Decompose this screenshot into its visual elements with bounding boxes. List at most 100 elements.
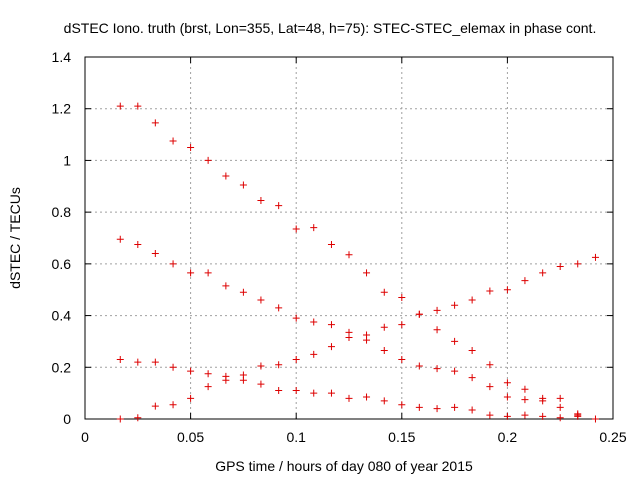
data-point-marker bbox=[292, 356, 300, 364]
data-point-marker bbox=[503, 412, 511, 420]
y-tick-label: 1 bbox=[63, 152, 71, 168]
data-point-marker bbox=[556, 403, 564, 411]
chart-title: dSTEC Iono. truth (brst, Lon=355, Lat=48… bbox=[64, 20, 597, 36]
data-point-marker bbox=[433, 405, 441, 413]
data-point-marker bbox=[345, 251, 353, 259]
data-point-marker bbox=[521, 411, 529, 419]
x-tick-label: 0.25 bbox=[599, 429, 626, 445]
y-tick-label: 0.4 bbox=[52, 308, 72, 324]
data-point-marker bbox=[327, 321, 335, 329]
data-point-marker bbox=[116, 235, 124, 243]
data-point-marker bbox=[310, 350, 318, 358]
data-point-marker bbox=[468, 346, 476, 354]
data-point-marker bbox=[275, 304, 283, 312]
data-point-marker bbox=[363, 269, 371, 277]
data-point-marker bbox=[363, 393, 371, 401]
data-point-marker bbox=[556, 262, 564, 270]
plot-frame bbox=[84, 56, 614, 420]
y-tick-label: 0.8 bbox=[52, 204, 72, 220]
data-point-marker bbox=[468, 374, 476, 382]
data-point-marker bbox=[468, 406, 476, 414]
data-point-marker bbox=[451, 337, 459, 345]
data-point-marker bbox=[327, 240, 335, 248]
y-tick-label: 1.4 bbox=[52, 49, 72, 65]
data-point-marker bbox=[222, 172, 230, 180]
data-point-marker bbox=[134, 240, 142, 248]
data-point-marker bbox=[292, 387, 300, 395]
data-point-marker bbox=[468, 296, 476, 304]
data-point-marker bbox=[433, 365, 441, 373]
y-tick-label: 0 bbox=[63, 411, 71, 427]
data-point-marker bbox=[292, 225, 300, 233]
data-point-marker bbox=[398, 356, 406, 364]
data-point-marker bbox=[116, 356, 124, 364]
data-point-marker bbox=[222, 376, 230, 384]
data-point-marker bbox=[310, 224, 318, 232]
x-tick-label: 0.05 bbox=[177, 429, 204, 445]
data-point-marker bbox=[327, 389, 335, 397]
data-point-marker bbox=[116, 415, 124, 423]
data-point-marker bbox=[187, 269, 195, 277]
data-point-marker bbox=[521, 396, 529, 404]
data-point-marker bbox=[380, 288, 388, 296]
data-point-marker bbox=[521, 277, 529, 285]
data-point-marker bbox=[257, 197, 265, 205]
data-point-marker bbox=[204, 383, 212, 391]
data-point-marker bbox=[169, 363, 177, 371]
data-point-marker bbox=[275, 387, 283, 395]
data-point-marker bbox=[275, 361, 283, 369]
data-point-marker bbox=[327, 343, 335, 351]
axis-ticks: 0 0.05 0.1 0.15 0.2 0.25 0 0.2 0.4 0.6 0.8 1 1.2 1.4 bbox=[52, 49, 627, 445]
data-point-marker bbox=[169, 137, 177, 145]
data-point-marker bbox=[151, 250, 159, 258]
data-point-marker bbox=[380, 323, 388, 331]
x-tick-label: 0.1 bbox=[286, 429, 306, 445]
data-point-marker bbox=[398, 401, 406, 409]
data-point-marker bbox=[204, 370, 212, 378]
data-point-marker bbox=[451, 301, 459, 309]
data-point-marker bbox=[116, 102, 124, 110]
data-point-marker bbox=[345, 334, 353, 342]
data-point-marker bbox=[151, 358, 159, 366]
data-point-marker bbox=[134, 414, 142, 422]
x-axis-label: GPS time / hours of day 080 of year 2015 bbox=[215, 458, 473, 474]
data-point-marker bbox=[591, 415, 599, 423]
data-point-marker bbox=[134, 358, 142, 366]
data-point-marker bbox=[451, 403, 459, 411]
y-tick-label: 0.2 bbox=[52, 359, 72, 375]
data-markers bbox=[116, 102, 599, 423]
data-point-marker bbox=[556, 414, 564, 422]
data-point-marker bbox=[486, 411, 494, 419]
x-tick-label: 0 bbox=[81, 429, 89, 445]
data-point-marker bbox=[187, 144, 195, 151]
data-point-marker bbox=[574, 260, 582, 268]
data-point-marker bbox=[503, 393, 511, 401]
data-point-marker bbox=[134, 102, 142, 110]
data-point-marker bbox=[292, 314, 300, 322]
data-point-marker bbox=[169, 401, 177, 409]
data-point-marker bbox=[363, 336, 371, 344]
data-point-marker bbox=[239, 181, 247, 189]
data-point-marker bbox=[222, 282, 230, 290]
data-point-marker bbox=[433, 306, 441, 314]
data-point-marker bbox=[521, 385, 529, 393]
data-point-marker bbox=[187, 394, 195, 402]
data-point-marker bbox=[486, 383, 494, 391]
data-point-marker bbox=[539, 269, 547, 277]
data-point-marker bbox=[239, 288, 247, 296]
data-point-marker bbox=[275, 202, 283, 210]
grid-lines bbox=[85, 57, 613, 419]
x-tick-label: 0.15 bbox=[388, 429, 415, 445]
data-point-marker bbox=[151, 402, 159, 410]
data-point-marker bbox=[345, 394, 353, 402]
data-point-marker bbox=[433, 326, 441, 334]
data-point-marker bbox=[380, 346, 388, 354]
data-point-marker bbox=[257, 362, 265, 370]
data-point-marker bbox=[310, 318, 318, 326]
x-tick-label: 0.2 bbox=[498, 429, 518, 445]
data-point-marker bbox=[187, 367, 195, 375]
data-point-marker bbox=[169, 260, 177, 268]
data-point-marker bbox=[503, 379, 511, 387]
data-point-marker bbox=[539, 412, 547, 420]
